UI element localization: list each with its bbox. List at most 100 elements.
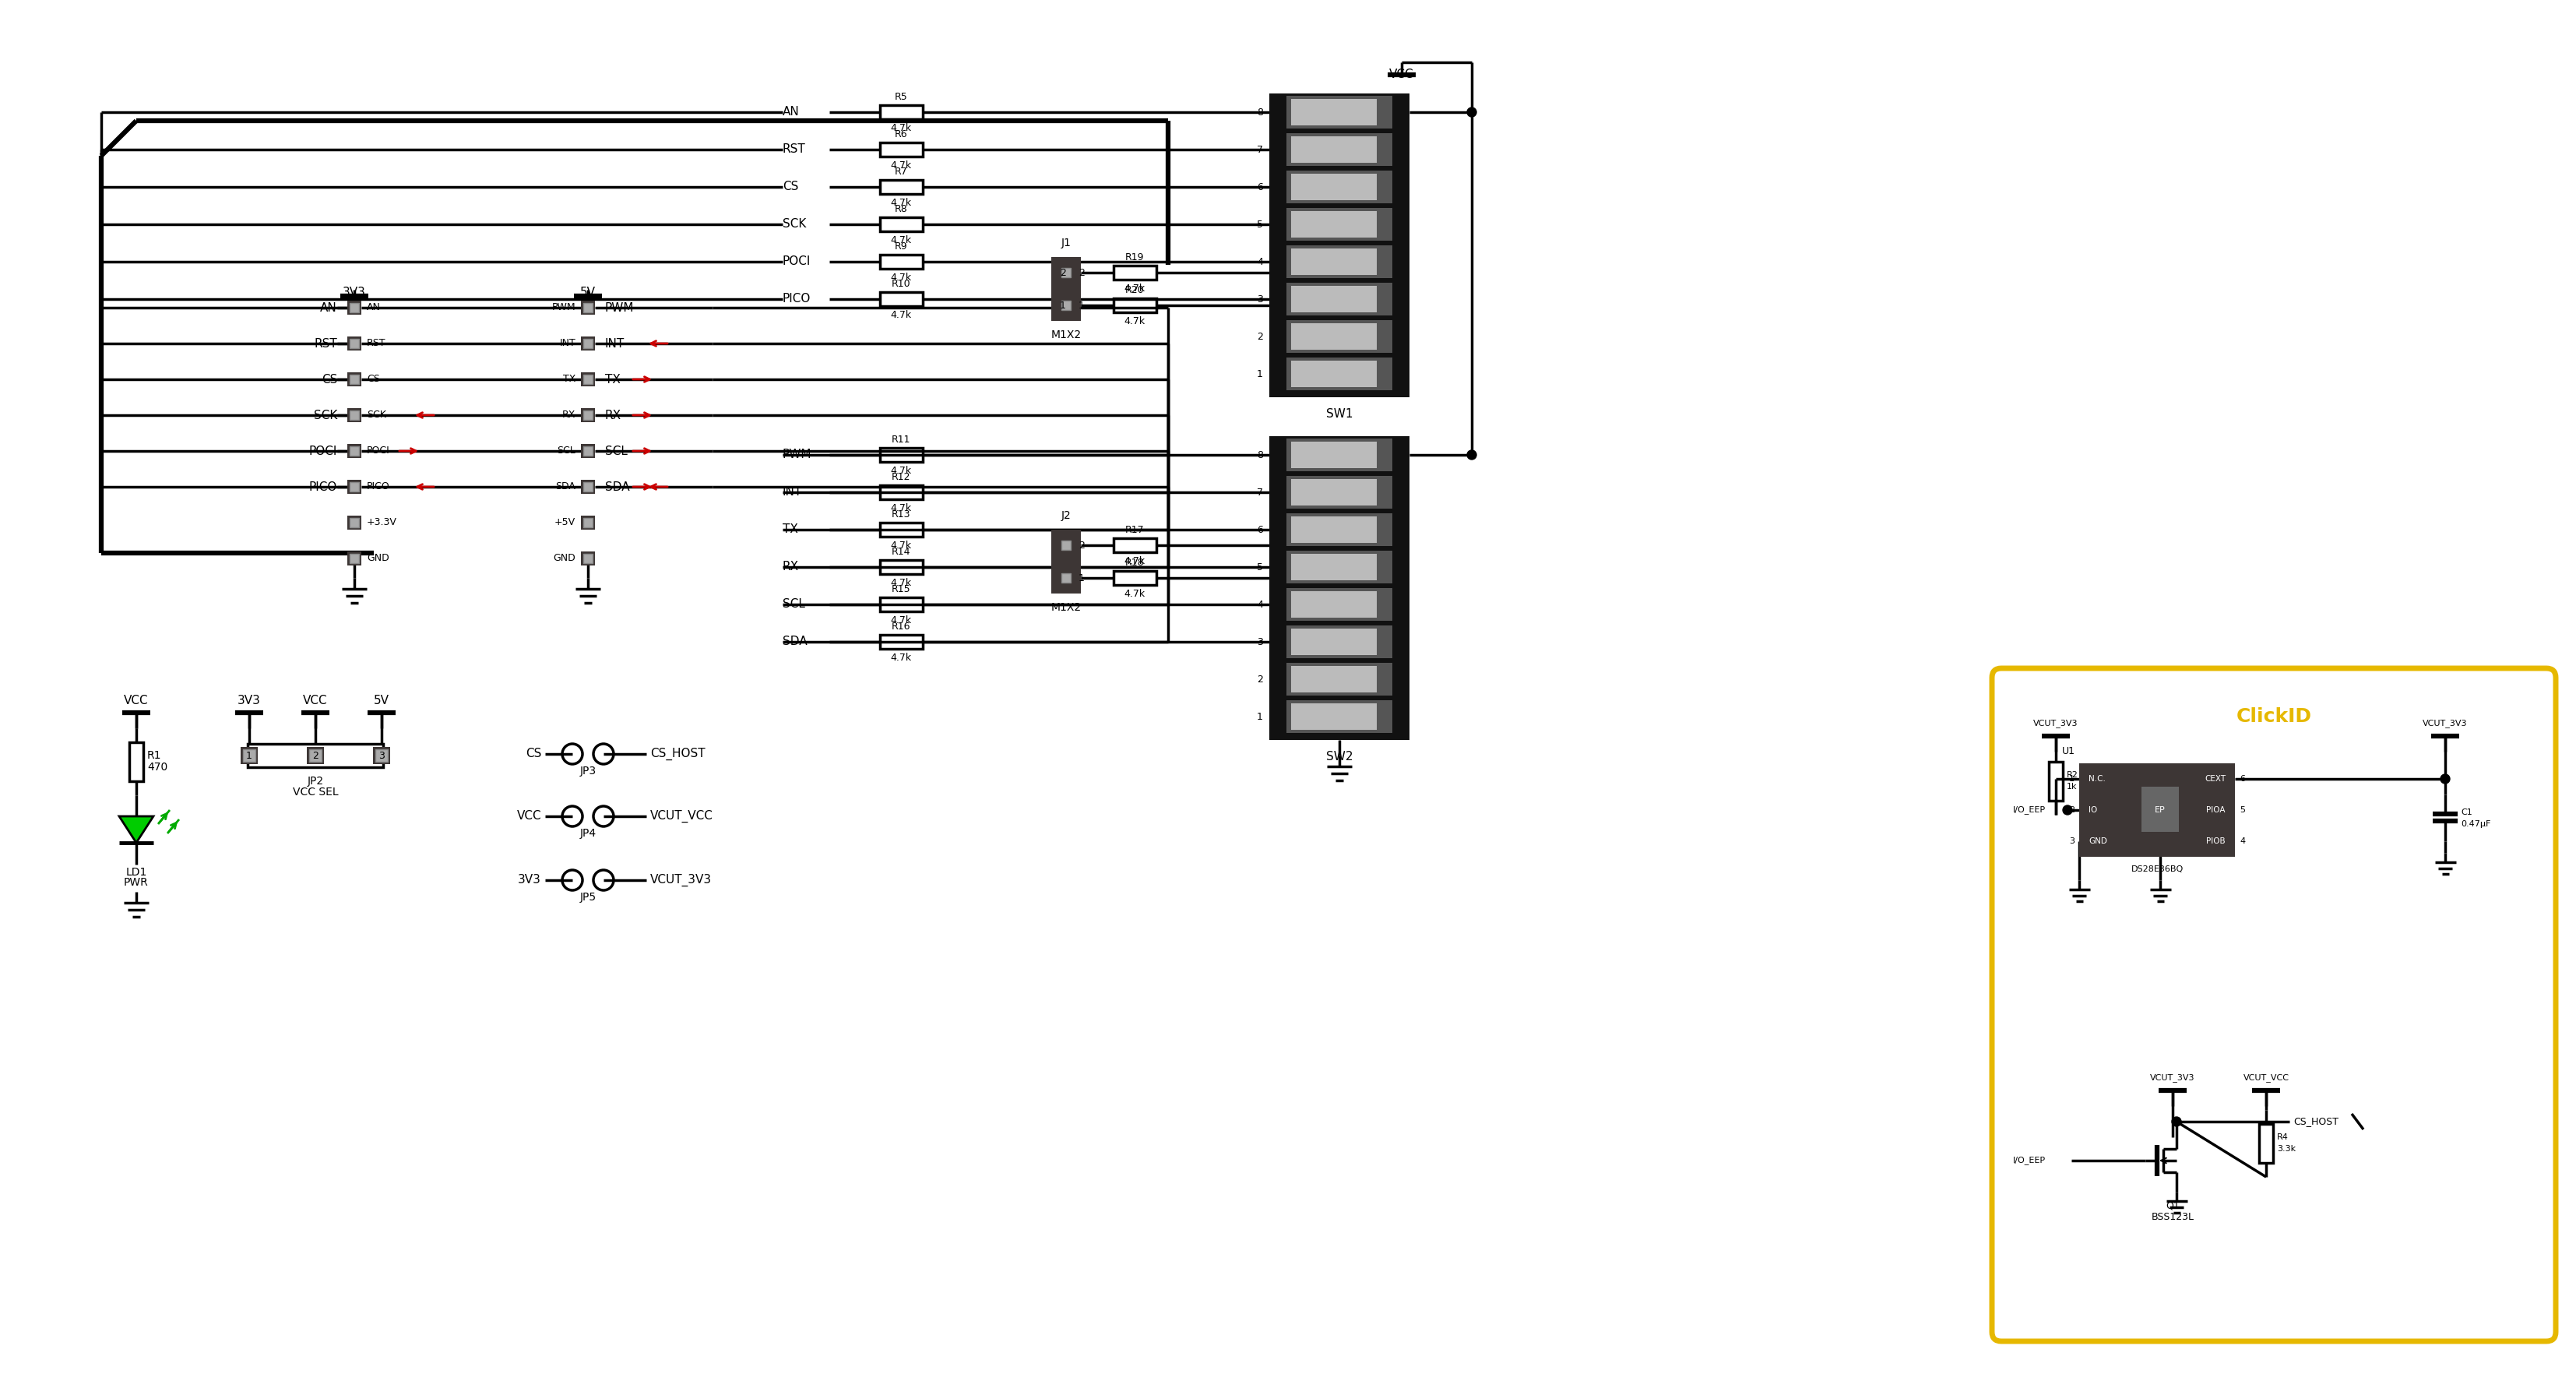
Bar xyxy=(1291,703,1376,730)
Bar xyxy=(1113,265,1157,279)
Text: 5V: 5V xyxy=(580,286,595,299)
Text: 6: 6 xyxy=(2239,776,2246,783)
Text: 4.7k: 4.7k xyxy=(891,160,912,170)
Bar xyxy=(1285,319,1394,353)
Text: C1: C1 xyxy=(2460,809,2473,816)
Text: VCC SEL: VCC SEL xyxy=(294,787,337,798)
Text: Q1: Q1 xyxy=(2166,1201,2179,1211)
Bar xyxy=(1291,629,1376,656)
Bar xyxy=(1061,540,1072,550)
Text: PWM: PWM xyxy=(551,303,574,312)
Text: 1: 1 xyxy=(1079,573,1084,583)
Text: VCUT_3V3: VCUT_3V3 xyxy=(2032,720,2079,728)
Text: 1: 1 xyxy=(1079,300,1084,311)
Bar xyxy=(348,336,361,350)
Text: N.C.: N.C. xyxy=(2089,776,2105,783)
Bar xyxy=(348,480,361,494)
Bar xyxy=(1285,513,1394,545)
Bar xyxy=(582,336,595,350)
Text: R10: R10 xyxy=(891,279,909,289)
Text: RX: RX xyxy=(783,561,799,573)
Text: PIOB: PIOB xyxy=(2208,837,2226,845)
Text: EP: EP xyxy=(2154,806,2166,813)
Text: R6: R6 xyxy=(894,128,907,140)
Bar xyxy=(1285,700,1394,732)
Text: 4: 4 xyxy=(1257,600,1262,610)
Bar xyxy=(242,749,255,762)
Bar xyxy=(881,523,922,537)
Text: IO: IO xyxy=(2089,806,2097,813)
Text: TX: TX xyxy=(605,374,621,385)
Bar xyxy=(1291,174,1376,199)
Text: PWM: PWM xyxy=(605,301,634,314)
Text: 2: 2 xyxy=(2069,806,2074,813)
Bar xyxy=(582,372,595,386)
Text: 2: 2 xyxy=(1079,540,1084,550)
FancyBboxPatch shape xyxy=(1991,668,2555,1341)
Bar xyxy=(881,180,922,194)
Text: R15: R15 xyxy=(891,583,909,594)
Bar xyxy=(348,409,361,423)
Text: VCUT_3V3: VCUT_3V3 xyxy=(2424,720,2468,728)
Bar xyxy=(1285,170,1394,204)
Text: R5: R5 xyxy=(894,92,907,102)
Text: PWM: PWM xyxy=(783,449,811,460)
Text: DS28E36BQ: DS28E36BQ xyxy=(2130,865,2184,873)
Text: JP2: JP2 xyxy=(307,776,325,787)
Bar xyxy=(1285,133,1394,166)
Text: CS_HOST: CS_HOST xyxy=(649,748,706,760)
Text: VCUT_VCC: VCUT_VCC xyxy=(649,810,714,823)
Bar xyxy=(307,746,325,764)
Bar xyxy=(582,518,592,527)
Text: R1: R1 xyxy=(147,751,162,762)
Bar xyxy=(348,444,361,458)
Text: AN: AN xyxy=(366,303,381,312)
Text: POCI: POCI xyxy=(366,446,389,456)
Bar xyxy=(582,554,592,564)
Bar xyxy=(1291,516,1376,543)
Text: JP3: JP3 xyxy=(580,766,595,777)
Text: 5: 5 xyxy=(2239,806,2246,813)
Text: GND: GND xyxy=(554,554,574,564)
Bar xyxy=(240,746,258,764)
Text: AN: AN xyxy=(783,106,799,119)
Text: 1: 1 xyxy=(1257,711,1262,721)
Bar xyxy=(348,551,361,565)
Text: 1k: 1k xyxy=(2066,783,2076,791)
Text: 4.7k: 4.7k xyxy=(891,578,912,587)
Text: SCL: SCL xyxy=(783,598,806,610)
Bar xyxy=(881,255,922,269)
Bar xyxy=(1285,246,1394,278)
Text: RX: RX xyxy=(605,409,621,421)
Bar xyxy=(350,483,358,491)
Text: POCI: POCI xyxy=(309,445,337,456)
Bar xyxy=(881,559,922,575)
Text: RX: RX xyxy=(562,410,574,420)
Text: SCL: SCL xyxy=(605,445,629,456)
Text: VCC: VCC xyxy=(1388,68,1414,81)
Bar xyxy=(374,746,389,764)
Bar xyxy=(348,516,361,530)
Text: 1: 1 xyxy=(2069,776,2074,783)
Text: R13: R13 xyxy=(891,509,909,519)
Text: SW2: SW2 xyxy=(1327,752,1352,763)
Bar xyxy=(129,742,144,781)
Bar xyxy=(2259,1124,2272,1163)
Bar xyxy=(2048,762,2063,801)
Bar xyxy=(1285,208,1394,241)
Bar xyxy=(1291,324,1376,350)
Bar xyxy=(1291,361,1376,386)
Text: 4.7k: 4.7k xyxy=(891,615,912,625)
Text: 4.7k: 4.7k xyxy=(891,540,912,550)
Bar xyxy=(1113,299,1157,312)
Circle shape xyxy=(2439,774,2450,784)
Text: AN: AN xyxy=(319,301,337,314)
Text: 5: 5 xyxy=(1257,219,1262,229)
Bar xyxy=(582,516,595,530)
Bar xyxy=(1285,438,1394,472)
Bar xyxy=(348,372,361,386)
Bar xyxy=(582,483,592,491)
Text: SCK: SCK xyxy=(366,410,386,420)
Bar xyxy=(1059,571,1074,585)
Text: 4.7k: 4.7k xyxy=(891,653,912,663)
